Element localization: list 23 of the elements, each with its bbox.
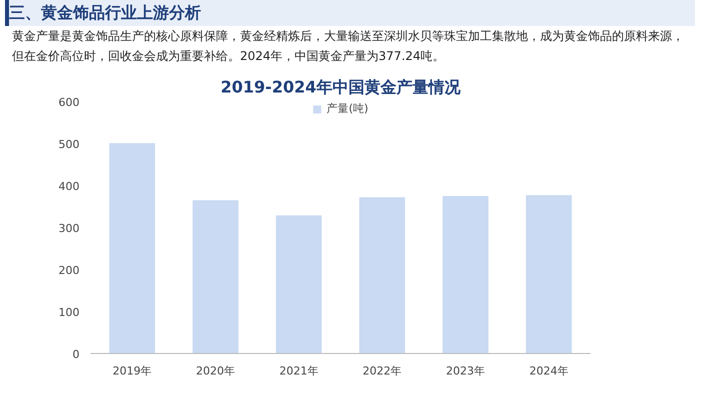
x-tick-label: 2024年 <box>529 364 568 378</box>
text: 黄金产量是黄金饰品生产的核心原料保障，黄金经精炼后，大量输送至深圳水贝等珠宝加工集散地，成为黄金饰品的原料来源，但在金价高位时，回收金会成为重要补给。2024年，中国黄金产量为377.24吨。 <box>12 28 685 65</box>
y-tick-label: 400 <box>58 180 80 193</box>
y-tick-label: 500 <box>58 138 80 151</box>
legend-label: 产量(吨) <box>326 101 368 116</box>
bar <box>109 143 156 354</box>
chart-title: 2019-2024年中国黄金产量情况 <box>220 78 462 96</box>
y-tick-label: 0 <box>72 348 80 361</box>
x-tick-label: 2020年 <box>196 364 236 378</box>
bar <box>359 197 406 354</box>
y-tick-label: 300 <box>58 222 80 235</box>
bar <box>526 195 572 354</box>
x-tick-label: 2022年 <box>362 364 402 378</box>
x-tick-label: 2019年 <box>112 364 152 378</box>
x-tick-label: 2021年 <box>279 364 318 378</box>
y-tick-label: 100 <box>58 306 80 319</box>
bar <box>276 215 322 354</box>
bar <box>192 200 238 354</box>
text: 三、黄金饰品行业上游分析 <box>9 2 201 24</box>
x-tick-label: 2023年 <box>446 364 486 378</box>
y-tick-label: 600 <box>58 96 80 109</box>
bar <box>442 196 488 354</box>
y-tick-label: 200 <box>58 264 80 277</box>
